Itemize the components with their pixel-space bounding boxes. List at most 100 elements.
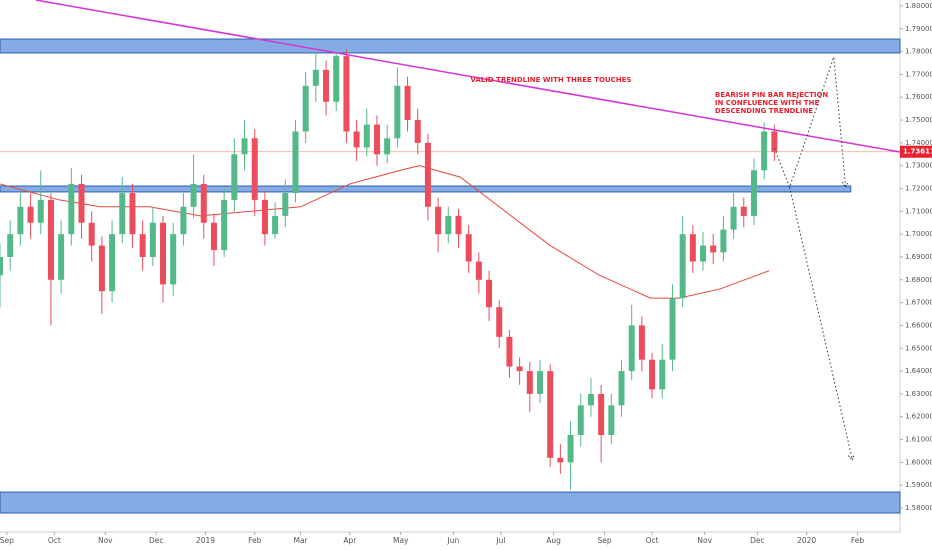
- y-tick-label: 1.80000: [905, 2, 932, 10]
- moving-average: [0, 165, 770, 299]
- y-tick-label: 1.66000: [905, 321, 932, 329]
- y-tick-label: 1.68000: [905, 276, 932, 284]
- candle-body: [170, 234, 177, 285]
- y-tick-label: 1.78000: [905, 48, 932, 56]
- candle-body: [58, 234, 65, 280]
- x-tick-label: 2020: [797, 536, 816, 545]
- candle-body: [618, 371, 625, 406]
- x-tick-label: Aug: [546, 536, 561, 545]
- candle-body: [200, 183, 207, 223]
- x-tick-label: Dec: [750, 536, 765, 545]
- candle-body: [475, 261, 482, 280]
- candle-body: [272, 215, 279, 235]
- x-tick-label: Oct: [646, 536, 659, 545]
- candle-body: [486, 279, 493, 308]
- y-tick-label: 1.61000: [905, 436, 932, 444]
- candle-body: [720, 229, 727, 253]
- y-tick-label: 1.77000: [905, 70, 932, 78]
- candle-body: [598, 393, 605, 436]
- candle-body: [98, 245, 105, 292]
- x-tick-label: Jun: [447, 536, 460, 545]
- annotation: VALID TRENDLINE WITH THREE TOUCHES: [470, 76, 631, 84]
- candle-body: [47, 199, 54, 280]
- candle-body: [251, 138, 258, 200]
- candle-body: [363, 124, 370, 148]
- candle-body: [445, 215, 452, 235]
- candle-body: [547, 371, 554, 458]
- candle-body: [435, 206, 442, 235]
- candle-body: [68, 183, 75, 235]
- candle-body: [27, 206, 34, 223]
- candle-body: [414, 120, 421, 143]
- candle-body: [180, 206, 187, 235]
- candle-body: [608, 405, 615, 436]
- candle-body: [761, 131, 768, 171]
- y-tick-label: 1.70000: [905, 230, 932, 238]
- y-tick-label: 1.62000: [905, 413, 932, 421]
- candle-body: [537, 371, 543, 394]
- last-price-label: 1.73611: [903, 148, 932, 156]
- candle-body: [343, 56, 350, 132]
- y-tick-label: 1.76000: [905, 93, 932, 101]
- trendline: [35, 0, 901, 153]
- x-tick-label: Dec: [149, 536, 164, 545]
- candle-body: [730, 206, 737, 230]
- candle-body: [638, 325, 645, 360]
- candle-body: [404, 85, 411, 121]
- candle-body: [740, 206, 747, 216]
- candle-body: [221, 199, 228, 251]
- candle-body: [119, 193, 126, 235]
- candle-body: [241, 138, 248, 155]
- candle-body: [649, 359, 656, 390]
- x-tick-label: Oct: [48, 536, 61, 545]
- x-tick-label: Feb: [851, 536, 865, 545]
- x-tick-label: Nov: [697, 536, 712, 545]
- candle-body: [139, 234, 146, 257]
- candle-body: [516, 366, 523, 372]
- candle-body: [506, 336, 513, 367]
- arrow-head: [841, 181, 849, 189]
- x-tick-label: Sep: [597, 536, 611, 545]
- annotation: DESCENDING TRENDLINE: [715, 107, 813, 115]
- candle-body: [37, 199, 44, 223]
- y-tick-label: 1.69000: [905, 253, 932, 261]
- candle-body: [771, 131, 778, 152]
- candle-body: [750, 170, 757, 216]
- candle-body: [160, 222, 167, 285]
- candle-body: [496, 307, 503, 337]
- y-tick-label: 1.58000: [905, 504, 932, 512]
- candle-body: [628, 325, 635, 372]
- annotation: BEARISH PIN BAR REJECTION: [715, 91, 829, 99]
- candle-body: [129, 193, 136, 235]
- y-tick-label: 1.73000: [905, 162, 932, 170]
- candle-body: [353, 131, 360, 148]
- candle-body: [465, 234, 472, 262]
- candle-body: [190, 183, 197, 207]
- candle-body: [7, 234, 14, 257]
- candle-body: [557, 457, 564, 463]
- candle-body: [210, 222, 217, 251]
- candle-body: [659, 359, 666, 390]
- y-tick-label: 1.63000: [905, 390, 932, 398]
- candle-body: [0, 256, 3, 276]
- candle-body: [88, 222, 95, 246]
- candle-body: [587, 393, 594, 406]
- candle-body: [455, 215, 462, 235]
- annotation: IN CONFLUENCE WITH THE: [715, 99, 820, 107]
- candle-body: [577, 405, 584, 436]
- candle-body: [384, 138, 391, 155]
- candle-body: [17, 206, 24, 235]
- candle-body: [567, 435, 574, 463]
- candle-body: [669, 298, 676, 360]
- arrow-head: [848, 454, 855, 462]
- y-tick-label: 1.71000: [905, 207, 932, 215]
- x-tick-label: Sep: [0, 536, 14, 545]
- candle-body: [394, 85, 401, 139]
- candle-body: [312, 69, 319, 86]
- y-tick-label: 1.65000: [905, 344, 932, 352]
- candle-body: [109, 234, 116, 292]
- candle-body: [526, 371, 533, 394]
- y-tick-label: 1.79000: [905, 25, 932, 33]
- projection-arrow: [773, 56, 847, 189]
